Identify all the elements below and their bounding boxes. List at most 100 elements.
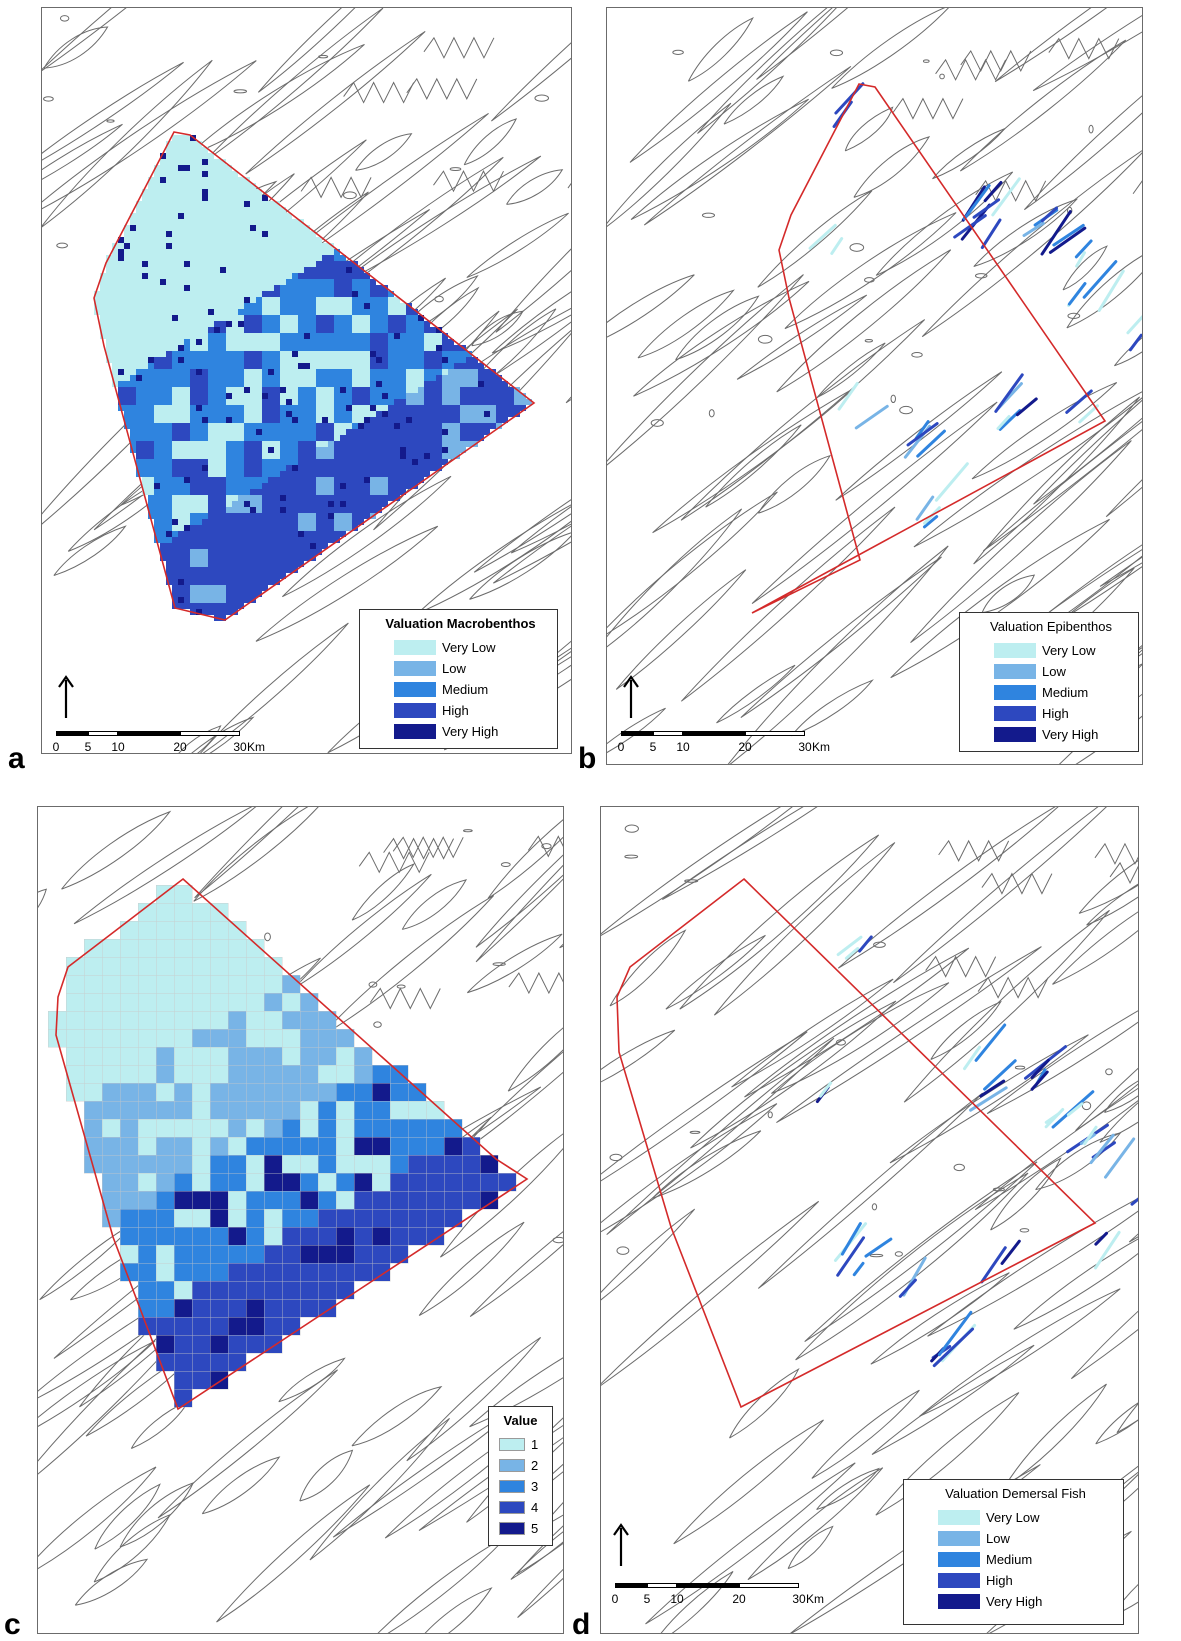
raster-cell xyxy=(244,537,250,543)
contour-line xyxy=(853,136,931,198)
raster-cell xyxy=(196,345,202,351)
raster-cell xyxy=(400,471,406,477)
raster-cell xyxy=(196,231,202,237)
contour-line xyxy=(53,525,127,577)
grid-cell xyxy=(155,1082,175,1102)
raster-cell xyxy=(346,525,352,531)
raster-cell xyxy=(274,447,280,453)
raster-cell xyxy=(298,429,304,435)
contour-line xyxy=(1132,180,1142,195)
raster-cell xyxy=(280,435,286,441)
raster-cell xyxy=(202,507,208,513)
grid-cell xyxy=(155,938,175,958)
legend-item: Low xyxy=(374,658,547,679)
grid-cell xyxy=(209,1280,229,1300)
raster-cell xyxy=(208,363,214,369)
raster-cell xyxy=(124,417,130,423)
raster-cell xyxy=(172,525,178,531)
contour-line xyxy=(680,506,896,702)
raster-cell xyxy=(214,339,220,345)
raster-cell xyxy=(160,501,166,507)
raster-cell xyxy=(178,453,184,459)
raster-cell xyxy=(250,537,256,543)
raster-cell xyxy=(292,477,298,483)
raster-cell xyxy=(244,279,250,285)
contour-line xyxy=(433,170,504,193)
grid-cell xyxy=(119,1244,139,1264)
raster-cell xyxy=(118,351,124,357)
legend: Valuation Demersal Fish Very Low Low Mediu… xyxy=(903,1479,1124,1625)
raster-cell xyxy=(346,513,352,519)
raster-cell xyxy=(136,453,142,459)
raster-cell xyxy=(286,447,292,453)
raster-cell xyxy=(220,375,226,381)
raster-cell xyxy=(136,465,142,471)
contour-line xyxy=(1033,399,1142,505)
grid-cell xyxy=(191,1370,211,1390)
raster-cell xyxy=(298,387,304,393)
grid-cell xyxy=(425,1118,445,1138)
raster-cell xyxy=(454,423,460,429)
raster-cell xyxy=(424,375,430,381)
raster-cell xyxy=(172,507,178,513)
raster-cell xyxy=(172,153,178,159)
raster-cell xyxy=(418,471,424,477)
raster-cell xyxy=(364,363,370,369)
raster-cell xyxy=(196,387,202,393)
contour-line xyxy=(601,1208,696,1301)
raster-cell xyxy=(184,513,190,519)
raster-cell xyxy=(274,387,280,393)
map-panel-macrobenthos: 0 5 10 20 30 Km Valuation Macrobenthos V… xyxy=(41,7,572,754)
raster-cell xyxy=(430,381,436,387)
raster-cell xyxy=(310,531,316,537)
raster-cell xyxy=(238,591,244,597)
raster-cell xyxy=(268,267,274,273)
raster-cell xyxy=(154,531,160,537)
contour-line xyxy=(492,525,571,584)
raster-cell xyxy=(274,477,280,483)
raster-cell xyxy=(178,495,184,501)
grid-cell xyxy=(173,1262,193,1282)
raster-cell xyxy=(136,381,142,387)
raster-cell xyxy=(328,519,334,525)
raster-cell xyxy=(208,267,214,273)
raster-cell xyxy=(388,459,394,465)
raster-cell xyxy=(472,387,478,393)
raster-cell xyxy=(394,357,400,363)
raster-cell xyxy=(232,177,238,183)
raster-cell xyxy=(232,195,238,201)
raster-cell xyxy=(196,489,202,495)
scale-tick: 20 xyxy=(732,1592,746,1606)
raster-cell xyxy=(130,267,136,273)
raster-cell xyxy=(250,219,256,225)
raster-cell xyxy=(118,387,124,393)
raster-cell xyxy=(436,429,442,435)
raster-cell xyxy=(328,489,334,495)
grid-cell xyxy=(155,1226,175,1246)
raster-cell xyxy=(178,141,184,147)
contour-line xyxy=(463,118,518,166)
raster-cell xyxy=(310,453,316,459)
raster-cell xyxy=(178,135,184,141)
raster-cell xyxy=(184,579,190,585)
raster-cell xyxy=(298,273,304,279)
grid-cell xyxy=(155,1190,175,1210)
raster-cell xyxy=(190,507,196,513)
raster-cell xyxy=(388,435,394,441)
raster-cell xyxy=(304,555,310,561)
raster-cell xyxy=(322,471,328,477)
raster-cell xyxy=(220,609,226,615)
raster-cell xyxy=(124,279,130,285)
raster-cell xyxy=(274,393,280,399)
raster-cell xyxy=(190,411,196,417)
contour-line xyxy=(490,42,571,122)
raster-cell xyxy=(280,363,286,369)
raster-cell xyxy=(436,417,442,423)
raster-cell xyxy=(172,483,178,489)
raster-cell xyxy=(196,201,202,207)
raster-cell xyxy=(190,333,196,339)
grid-cell xyxy=(209,1010,229,1030)
raster-cell xyxy=(400,381,406,387)
raster-cell xyxy=(100,291,106,297)
contour-line xyxy=(343,191,357,200)
